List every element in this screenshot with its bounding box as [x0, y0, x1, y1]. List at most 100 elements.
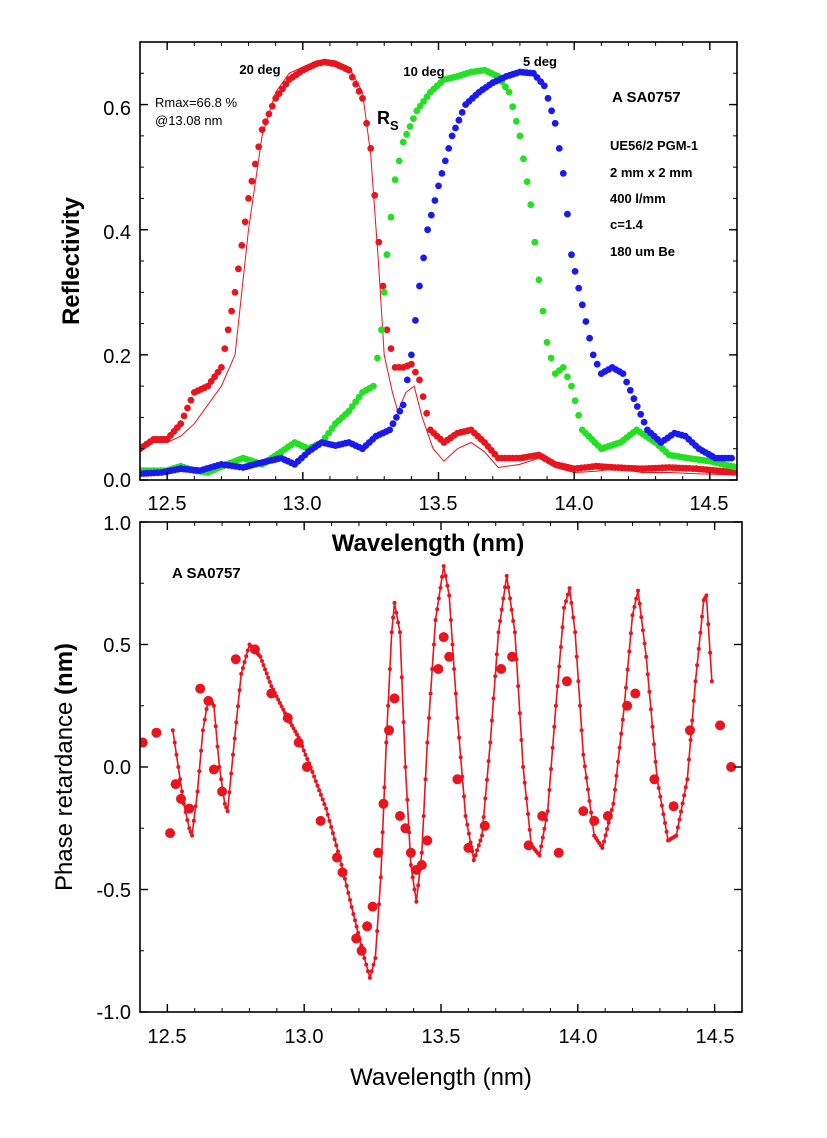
calculated-phase-point	[405, 797, 410, 802]
calculated-phase-point	[586, 787, 590, 792]
calculated-phase-point	[336, 849, 340, 854]
reflectivity-point-20-deg	[204, 382, 212, 390]
reflectivity-point-5-deg	[458, 109, 466, 116]
reflectivity-point-10-deg	[543, 338, 551, 346]
sample-label: A SA0757	[612, 89, 681, 106]
calculated-phase-point	[187, 826, 192, 831]
calculated-phase-point	[579, 728, 584, 733]
calculated-phase-point	[305, 757, 310, 761]
calculated-phase-point	[639, 615, 644, 620]
rmax-wavelength-annotation: @13.08 nm	[155, 113, 222, 128]
rs-label: RS	[377, 108, 399, 133]
measured-phase-point	[176, 793, 186, 804]
reflectivity-point-20-deg	[231, 288, 239, 296]
measured-phase-point	[165, 828, 176, 839]
calculated-phase-point	[412, 887, 417, 892]
rs-label-subscript: S	[390, 118, 399, 133]
calculated-phase-point	[377, 902, 381, 907]
phase-y-axis-title: Phase retardance (nm)	[51, 643, 78, 891]
calculated-phase-point	[276, 697, 281, 702]
reflectivity-point-20-deg	[359, 94, 366, 102]
calculated-phase-point	[486, 759, 491, 764]
reflectivity-point-5-deg	[452, 124, 459, 132]
calculated-phase-point	[382, 785, 387, 790]
measured-phase-point	[602, 811, 613, 821]
calculated-phase-point	[443, 573, 448, 578]
calculated-phase-point	[600, 845, 605, 850]
calculated-phase-point	[236, 704, 240, 709]
calculated-phase-point	[619, 731, 624, 736]
calculated-phase-point	[325, 812, 330, 817]
calculated-phase-point	[441, 564, 446, 569]
calculated-phase-point	[498, 619, 503, 623]
reflectivity-point-10-deg	[328, 425, 336, 432]
reflectivity-point-5-deg	[424, 226, 431, 234]
calculated-phase-point	[706, 622, 711, 627]
reflectivity-point-5-deg	[559, 170, 567, 177]
calculated-phase-point	[410, 875, 415, 880]
reflectivity-point-10-deg	[395, 157, 403, 165]
calculated-phase-point	[465, 822, 470, 827]
measured-phase-point	[301, 762, 312, 772]
calculated-phase-point	[267, 680, 272, 684]
calculated-phase-point	[428, 691, 433, 696]
reflectivity-point-5-deg	[399, 401, 407, 409]
calculated-phase-point	[547, 788, 552, 792]
calculated-phase-point	[540, 835, 545, 840]
reflectivity-point-10-deg	[378, 326, 385, 334]
reflectivity-point-20-deg	[248, 177, 256, 185]
measured-phase-point	[630, 688, 641, 699]
calculated-phase-point	[645, 672, 650, 677]
calculated-phase-point	[227, 790, 232, 795]
reflectivity-point-5-deg	[386, 426, 394, 434]
reflectivity-y-axis-title: Reflectivity	[58, 196, 85, 325]
reflectivity-x-tick-label: 14.5	[690, 493, 729, 515]
measured-phase-point	[537, 811, 548, 821]
measured-phase-point	[578, 806, 589, 817]
calculated-phase-point	[403, 765, 408, 769]
calculated-phase-point	[462, 794, 466, 799]
reflectivity-point-10-deg	[733, 464, 737, 471]
reflectivity-point-10-deg	[321, 434, 329, 442]
reflectivity-x-tick-label: 12.5	[148, 493, 187, 515]
reflectivity-point-5-deg	[555, 145, 563, 152]
calculated-phase-point	[573, 630, 578, 635]
calculated-phase-point	[258, 654, 263, 659]
calculated-phase-point	[688, 738, 693, 742]
phase-x-tick-label: 14.0	[559, 1026, 598, 1048]
measured-phase-point	[203, 695, 214, 706]
measured-phase-point	[170, 779, 181, 790]
reflectivity-point-5-deg	[435, 182, 442, 190]
reflectivity-point-10-deg	[374, 354, 381, 362]
reflectivity-point-10-deg	[505, 88, 513, 96]
calculated-phase-point	[557, 664, 562, 669]
reflectivity-point-5-deg	[586, 334, 593, 342]
reflectivity-chart: 0.0 0.2 0.4 0.6 12.5 13.0 13.5 14.0 14.5…	[58, 41, 738, 557]
calculated-phase-point	[450, 642, 455, 647]
measured-phase-point	[389, 693, 400, 704]
calculated-phase-point	[466, 831, 471, 836]
calculated-phase-point	[606, 820, 611, 825]
measured-phase-point	[217, 786, 228, 797]
calculated-phase-point	[663, 821, 667, 825]
calculated-phase-point	[193, 804, 198, 809]
phase-x-tick-label: 13.0	[285, 1026, 324, 1048]
measured-phase-point	[378, 798, 389, 809]
reflectivity-point-20-deg	[279, 85, 286, 93]
measured-phase-point	[184, 803, 195, 814]
calculated-phase-point	[197, 769, 202, 774]
calculated-phase-point	[700, 614, 704, 619]
reflectivity-point-10-deg	[352, 398, 360, 406]
calculated-phase-point	[436, 596, 441, 601]
calculated-phase-point	[330, 831, 335, 836]
calculated-phase-point	[552, 724, 557, 729]
calculated-phase-point	[685, 777, 690, 782]
calculated-phase-point	[491, 696, 496, 701]
calculated-phase-point	[519, 738, 524, 742]
measured-phase-point	[438, 632, 449, 643]
info-size: 2 mm x 2 mm	[610, 165, 692, 180]
calculated-phase-point	[396, 620, 401, 625]
reflectivity-point-5-deg	[438, 170, 446, 177]
reflectivity-tick-marks	[139, 41, 738, 481]
